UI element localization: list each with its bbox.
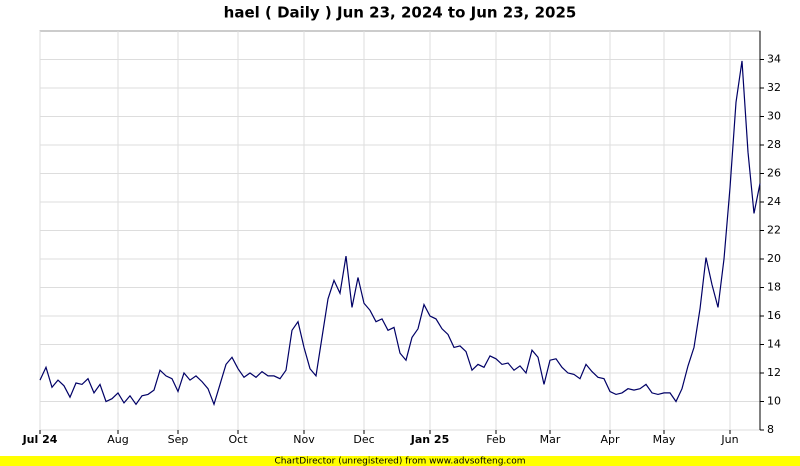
- footer-bar: [0, 456, 800, 466]
- y-tick-label: 18: [767, 281, 781, 294]
- y-tick-label: 26: [767, 167, 781, 180]
- y-tick-label: 12: [767, 366, 781, 379]
- x-tick-label: Nov: [293, 433, 315, 446]
- x-tick-label: Jun: [720, 433, 738, 446]
- y-tick-label: 34: [767, 53, 781, 66]
- x-tick-label: Dec: [353, 433, 374, 446]
- y-tick-label: 30: [767, 110, 781, 123]
- footer: ChartDirector (unregistered) from www.ad…: [274, 457, 525, 466]
- price-line: [39, 60, 761, 407]
- x-tick-label: Jul 24: [22, 433, 58, 446]
- chart-title: hael ( Daily ) Jun 23, 2024 to Jun 23, 2…: [224, 4, 577, 22]
- y-tick-label: 28: [767, 138, 781, 151]
- x-tick-label: Mar: [540, 433, 561, 446]
- x-tick-label: Sep: [168, 433, 189, 446]
- x-tick-label: Jan 25: [410, 433, 449, 446]
- y-tick-label: 24: [767, 195, 781, 208]
- y-tick-label: 22: [767, 224, 781, 237]
- y-tick-label: 16: [767, 309, 781, 322]
- x-tick-label: Apr: [600, 433, 620, 446]
- x-tick-label: May: [653, 433, 676, 446]
- y-tick-label: 32: [767, 81, 781, 94]
- y-tick-label: 20: [767, 252, 781, 265]
- x-tick-label: Oct: [228, 433, 248, 446]
- x-tick-label: Aug: [107, 433, 128, 446]
- y-tick-label: 8: [767, 423, 774, 436]
- x-tick-label: Feb: [486, 433, 505, 446]
- y-tick-label: 14: [767, 338, 781, 351]
- y-tick-label: 10: [767, 395, 781, 408]
